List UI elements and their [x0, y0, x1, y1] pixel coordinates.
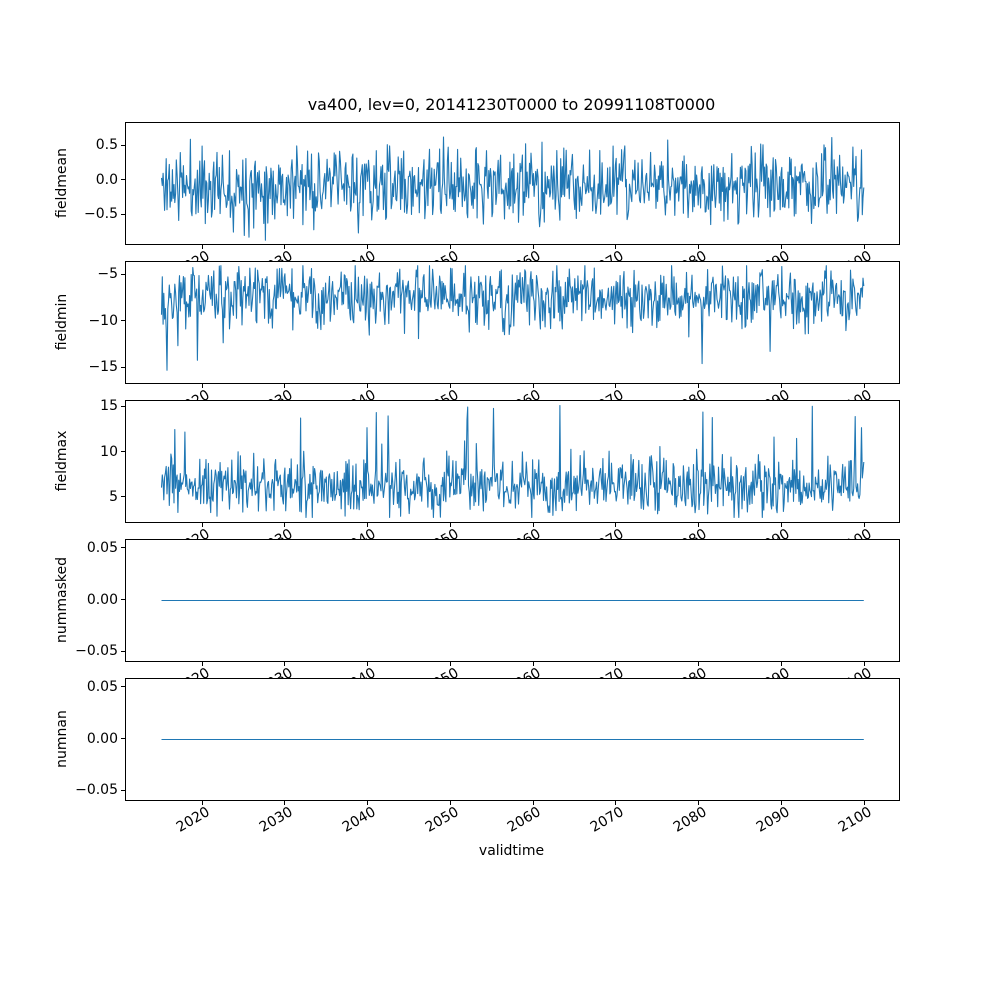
y-tick-label: 0.05 — [86, 678, 118, 695]
x-tickmark — [698, 384, 699, 388]
x-tick-label: 2090 — [753, 804, 793, 836]
x-tick-label: 2100 — [836, 804, 876, 836]
line-series-fieldmean — [160, 136, 865, 241]
x-tick-label: 2070 — [587, 804, 627, 836]
y-tick-label: 15 — [100, 398, 118, 415]
y-tickmark — [121, 650, 125, 652]
line-series-nummasked — [161, 599, 864, 602]
x-tickmark — [863, 245, 865, 249]
line-series-fieldmax — [160, 404, 865, 519]
y-tick-label: 0.0 — [95, 171, 118, 188]
x-tickmark — [532, 523, 534, 527]
x-tickmark — [367, 523, 368, 527]
x-tickmark — [532, 245, 534, 249]
y-tick-label: −5 — [97, 266, 118, 282]
y-tick-label: 0.05 — [86, 539, 118, 556]
x-tickmark — [284, 523, 286, 527]
x-tickmark — [284, 245, 286, 249]
x-tickmark — [201, 523, 203, 527]
x-tick-label: 2050 — [422, 804, 462, 836]
x-tickmark — [367, 801, 368, 805]
x-axis-label: validtime — [478, 843, 545, 859]
y-tick-label: −0.05 — [75, 782, 118, 799]
x-tickmark — [201, 245, 203, 249]
x-tickmark — [201, 662, 203, 666]
x-tickmark — [780, 384, 782, 388]
x-tickmark — [532, 384, 534, 388]
x-tickmark — [284, 801, 286, 805]
x-tickmark — [698, 245, 699, 249]
y-tickmark — [121, 179, 125, 181]
x-tickmark — [780, 523, 782, 527]
axes-fieldmean — [125, 122, 900, 245]
chart-title: va400, lev=0, 20141230T0000 to 20991108T… — [307, 95, 716, 114]
x-tickmark — [201, 801, 203, 805]
x-tick-label: 2040 — [339, 804, 379, 836]
y-tickmark — [121, 405, 125, 407]
x-tick-label: 2020 — [174, 804, 213, 836]
x-tickmark — [863, 384, 865, 388]
x-tickmark — [532, 662, 534, 666]
x-tickmark — [615, 245, 617, 249]
y-tickmark — [121, 144, 125, 146]
x-tickmark — [449, 245, 451, 249]
y-axis-label-fieldmax: fieldmax — [54, 430, 70, 492]
x-tickmark — [780, 662, 782, 666]
x-tickmark — [615, 801, 617, 805]
x-tickmark — [367, 245, 368, 249]
y-tickmark — [121, 789, 125, 791]
x-tickmark — [615, 384, 617, 388]
x-tickmark — [780, 245, 782, 249]
axes-fieldmax — [125, 400, 900, 523]
y-tick-label: 0.5 — [95, 137, 118, 154]
x-tickmark — [449, 662, 451, 666]
x-tickmark — [698, 523, 699, 527]
y-tickmark — [121, 366, 125, 368]
x-tickmark — [284, 384, 286, 388]
y-tick-label: 10 — [100, 443, 118, 460]
y-tickmark — [121, 686, 125, 688]
y-tickmark — [121, 738, 125, 739]
line-series-fieldmin — [160, 265, 865, 371]
x-tickmark — [615, 523, 617, 527]
x-tickmark — [698, 662, 699, 666]
axes-fieldmin — [125, 261, 900, 384]
y-tick-label: −0.05 — [75, 643, 118, 660]
x-tick-label: 2060 — [505, 804, 544, 836]
y-tickmark — [121, 547, 125, 549]
y-tick-label: −10 — [88, 312, 118, 329]
x-tick-label: 2080 — [670, 804, 710, 836]
x-tickmark — [449, 523, 451, 527]
y-tick-label: 5 — [109, 488, 118, 505]
y-tick-label: −0.5 — [84, 206, 118, 223]
x-tick-label: 2030 — [256, 804, 296, 836]
y-tickmark — [121, 451, 125, 452]
x-tickmark — [698, 801, 699, 805]
y-tickmark — [121, 496, 125, 498]
x-tickmark — [367, 662, 368, 666]
x-tickmark — [367, 384, 368, 388]
x-tickmark — [780, 801, 782, 805]
y-tickmark — [121, 273, 125, 275]
x-tickmark — [863, 523, 865, 527]
y-tickmark — [121, 320, 125, 322]
axes-numnan — [125, 678, 900, 801]
line-series-numnan — [161, 738, 864, 741]
y-tick-label: 0.00 — [86, 591, 118, 608]
x-tickmark — [284, 662, 286, 666]
y-tick-label: 0.00 — [86, 730, 118, 747]
x-tickmark — [201, 384, 203, 388]
y-tickmark — [121, 599, 125, 600]
x-tickmark — [449, 801, 451, 805]
y-tick-label: −15 — [88, 359, 118, 376]
x-tickmark — [863, 801, 865, 805]
x-tickmark — [532, 801, 534, 805]
x-tickmark — [449, 384, 451, 388]
axes-nummasked — [125, 539, 900, 662]
y-tickmark — [121, 213, 125, 215]
x-tickmark — [615, 662, 617, 666]
x-tickmark — [863, 662, 865, 666]
